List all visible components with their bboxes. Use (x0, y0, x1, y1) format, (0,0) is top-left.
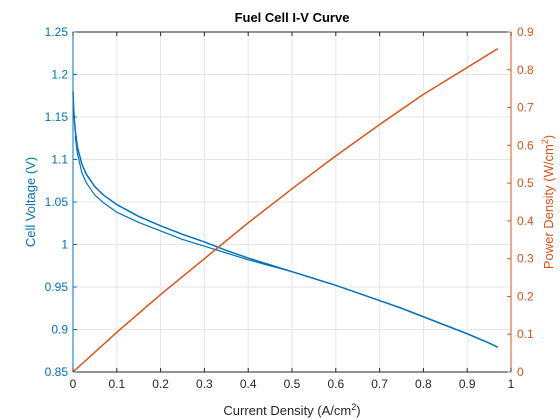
y-right-tick-label-1: 0.1 (517, 327, 534, 341)
tick-layer: 0 0.1 0.2 0.3 0.4 0.5 0.6 0.7 0.8 0.9 1 0.85 0.9 0.95… (45, 25, 534, 391)
y-left-tick-label-5: 1.1 (51, 153, 68, 167)
y-left-axis-title: Cell Voltage (V) (23, 157, 38, 247)
x-tick-label-3: 0.3 (196, 377, 213, 391)
x-tick-label-9: 0.9 (459, 377, 476, 391)
x-tick-label-1: 0.1 (108, 377, 125, 391)
x-tick-label-8: 0.8 (415, 377, 432, 391)
y-left-tick-label-4: 1.05 (45, 195, 69, 209)
y-left-tick-label-7: 1.2 (51, 68, 68, 82)
y-right-tick-label-2: 0.2 (517, 289, 534, 303)
chart-title: Fuel Cell I-V Curve (235, 10, 350, 25)
series-layer (72, 47, 499, 373)
y-right-axis-title-sup: 2 (540, 139, 550, 144)
y-left-tick-label-0: 0.85 (45, 365, 69, 379)
y-left-tick-label-2: 0.95 (45, 280, 69, 294)
cell-voltage-line-0 (72, 91, 499, 349)
x-tick-label-10: 1 (508, 377, 515, 391)
grid-lines (72, 31, 512, 373)
cell-voltage-line-1 (74, 135, 293, 273)
y-right-axis-title: Power Density (W/cm2) (540, 135, 556, 269)
x-tick-label-6: 0.6 (327, 377, 344, 391)
y-right-tick-label-0: 0 (517, 365, 524, 379)
x-tick-label-2: 0.2 (152, 377, 169, 391)
x-axis-title: Current Density (A/cm2) (223, 402, 360, 418)
power-density-line-2 (72, 47, 499, 373)
x-tick-label-5: 0.5 (284, 377, 301, 391)
y-right-tick-label-8: 0.8 (517, 63, 534, 77)
x-axis-title-tail: ) (356, 403, 360, 418)
x-axis-title-sup: 2 (351, 402, 356, 412)
y-left-tick-label-6: 1.15 (45, 110, 69, 124)
y-left-tick-label-1: 0.9 (51, 323, 68, 337)
y-left-tick-label-3: 1 (61, 238, 68, 252)
y-right-tick-label-5: 0.5 (517, 176, 534, 190)
y-right-tick-label-3: 0.3 (517, 252, 534, 266)
y-right-axis-title-text: Power Density (W/cm (541, 144, 556, 269)
y-right-tick-label-6: 0.6 (517, 138, 534, 152)
x-tick-label-4: 0.4 (240, 377, 257, 391)
x-tick-label-7: 0.7 (371, 377, 388, 391)
x-axis-title-text: Current Density (A/cm (223, 403, 351, 418)
y-right-tick-label-7: 0.7 (517, 101, 534, 115)
x-tick-label-0: 0 (70, 377, 77, 391)
y-left-tick-label-8: 1.25 (45, 25, 69, 39)
y-right-axis-title-tail: ) (541, 135, 556, 139)
y-right-tick-label-4: 0.4 (517, 214, 534, 228)
y-right-tick-label-9: 0.9 (517, 25, 534, 39)
